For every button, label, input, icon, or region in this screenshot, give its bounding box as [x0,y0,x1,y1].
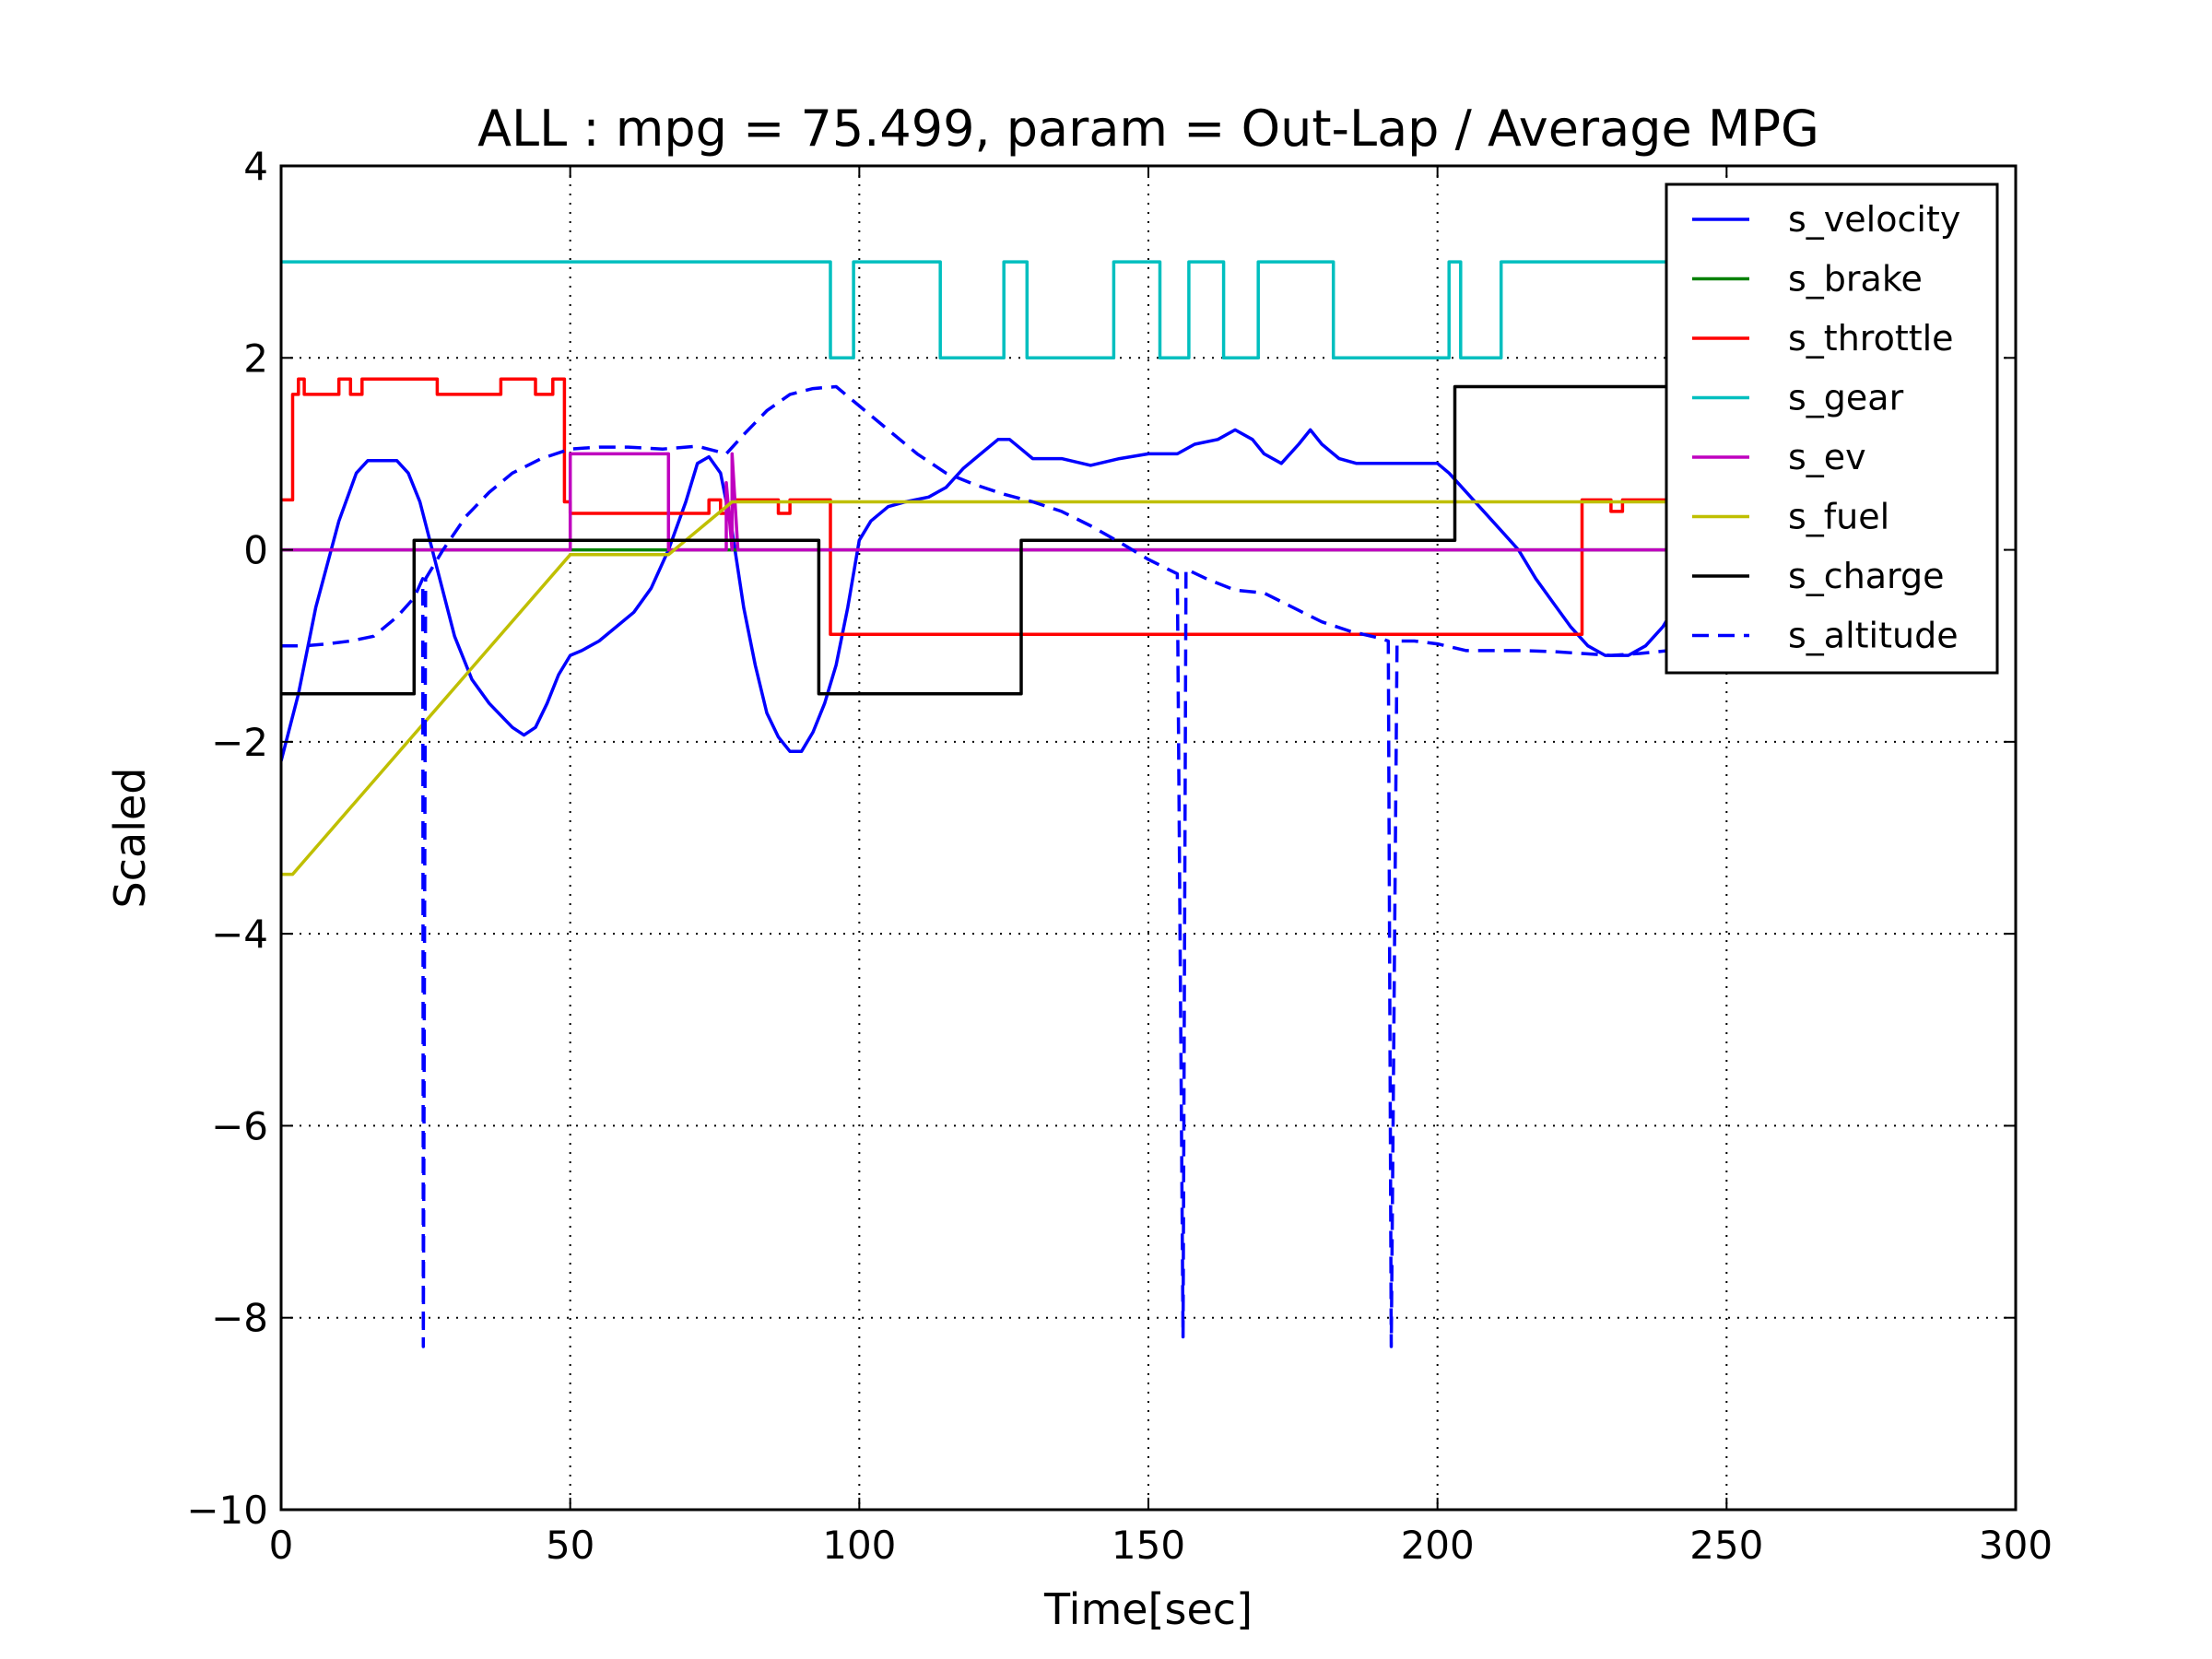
x-tick-label: 150 [1112,1523,1185,1568]
series-line-s-velocity [281,428,1671,762]
series-line-s-throttle [281,377,1669,636]
legend-label-s-velocity: s_velocity [1788,199,1960,240]
y-tick-label: −2 [211,720,268,765]
legend-label-s-throttle: s_throttle [1788,318,1954,359]
y-tick-label: −8 [211,1296,268,1341]
y-tick-label: 0 [243,528,268,573]
series-line-s-ev [281,452,1669,552]
legend-label-s-fuel: s_fuel [1788,497,1889,537]
x-tick-label: 200 [1401,1523,1475,1568]
legend-box [1665,182,1999,675]
legend-label-s-brake: s_brake [1788,259,1923,300]
series-line-s-gear [281,260,1669,360]
y-tick-label: −10 [186,1488,268,1533]
chart-title: ALL : mpg = 75.499, param = Out-Lap / Av… [477,100,1819,158]
y-tick-label: −4 [211,912,268,957]
series-layer [281,260,1671,1348]
x-tick-label: 300 [1979,1523,2053,1568]
x-tick-label: 100 [822,1523,896,1568]
legend: s_velocity s_brake s_throttle s_gear s_ev s_f… [1665,182,1999,675]
series-line-s-charge [281,384,1669,696]
legend-label-s-altitude: s_altitude [1788,616,1959,656]
tick-labels: 0 50 100 150 200 250 300 −10 −8 −6 −4 −2 0 2 4 [186,144,2053,1568]
x-tick-label: 0 [269,1523,294,1568]
x-tick-label: 250 [1689,1523,1763,1568]
series-line-s-fuel [281,500,1669,877]
x-axis-label: Time[sec] [1043,1584,1253,1634]
series-line-s-altitude [281,384,1669,1348]
y-tick-label: 4 [243,144,268,189]
axis-ticks [280,165,2017,1511]
legend-label-s-charge: s_charge [1788,556,1945,596]
x-tick-label: 50 [546,1523,594,1568]
y-tick-label: 2 [243,335,268,381]
y-axis-label: Scaled [105,768,155,909]
legend-label-s-gear: s_gear [1788,378,1904,418]
legend-label-s-ev: s_ev [1788,437,1866,477]
y-tick-label: −6 [211,1103,268,1148]
